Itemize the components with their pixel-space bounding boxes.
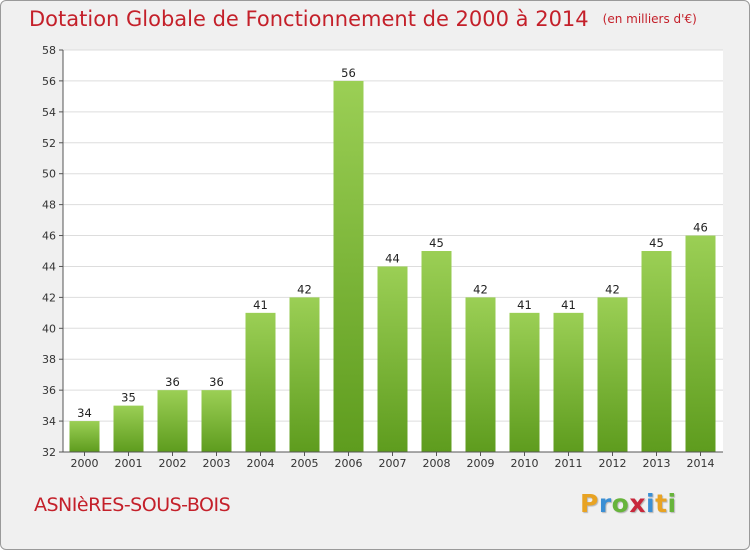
data-label-2004: 41 — [253, 298, 268, 312]
y-tick-label: 52 — [42, 137, 56, 150]
x-tick-label-2005: 2005 — [291, 457, 319, 470]
data-label-2007: 44 — [385, 251, 400, 265]
data-label-2010: 41 — [517, 298, 532, 312]
x-tick-label-2003: 2003 — [203, 457, 231, 470]
data-label-2009: 42 — [473, 282, 488, 296]
x-tick-label-2007: 2007 — [379, 457, 407, 470]
bar-2002 — [157, 390, 188, 452]
bar-2009 — [465, 297, 496, 452]
chart-title: Dotation Globale de Fonctionnement de 20… — [29, 7, 697, 31]
y-tick-label: 44 — [42, 260, 56, 273]
logo-letter: i — [646, 489, 656, 518]
commune-name: ASNIèRES-SOUS-BOIS — [34, 494, 231, 516]
bar-2001 — [113, 405, 144, 452]
x-tick-label-2006: 2006 — [335, 457, 363, 470]
data-label-2014: 46 — [693, 221, 708, 235]
y-tick-label: 36 — [42, 384, 56, 397]
x-tick-label-2001: 2001 — [115, 457, 143, 470]
y-tick-label: 32 — [42, 446, 56, 459]
chart-subtitle: (en milliers d'€) — [602, 12, 697, 26]
bar-2010 — [509, 312, 540, 452]
logo-letter: i — [667, 489, 677, 518]
x-tick-label-2002: 2002 — [159, 457, 187, 470]
x-tick-label-2011: 2011 — [555, 457, 583, 470]
data-label-2006: 56 — [341, 66, 356, 80]
data-label-2013: 45 — [649, 236, 664, 250]
bar-2003 — [201, 390, 232, 452]
y-tick-label: 46 — [42, 230, 56, 243]
chart-title-text: Dotation Globale de Fonctionnement de 20… — [29, 7, 589, 31]
data-label-2005: 42 — [297, 282, 312, 296]
x-tick-label-2012: 2012 — [599, 457, 627, 470]
data-label-2003: 36 — [209, 375, 224, 389]
bar-2013 — [641, 251, 672, 452]
bar-2008 — [421, 251, 452, 452]
y-tick-label: 38 — [42, 353, 56, 366]
y-tick-label: 42 — [42, 291, 56, 304]
logo-letter: r — [598, 489, 612, 518]
y-tick-label: 50 — [42, 168, 56, 181]
data-label-2002: 36 — [165, 375, 180, 389]
x-tick-label-2013: 2013 — [643, 457, 671, 470]
x-tick-label-2014: 2014 — [687, 457, 715, 470]
data-label-2008: 45 — [429, 236, 444, 250]
logo-letter: P — [580, 489, 599, 518]
data-label-2000: 34 — [77, 406, 92, 420]
bar-2012 — [597, 297, 628, 452]
y-tick-label: 56 — [42, 75, 56, 88]
y-tick-label: 40 — [42, 322, 56, 335]
x-tick-label-2004: 2004 — [247, 457, 275, 470]
x-tick-label-2009: 2009 — [467, 457, 495, 470]
y-tick-label: 48 — [42, 199, 56, 212]
y-tick-label: 34 — [42, 415, 56, 428]
x-tick-label-2010: 2010 — [511, 457, 539, 470]
logo-letter: t — [655, 489, 668, 518]
proxiti-logo: Proxiti — [580, 489, 677, 518]
y-tick-label: 58 — [42, 44, 56, 57]
data-label-2001: 35 — [121, 391, 136, 405]
bars — [69, 80, 716, 452]
bar-2014 — [685, 235, 716, 452]
data-label-2012: 42 — [605, 282, 620, 296]
bar-2006 — [333, 80, 364, 452]
logo-letter: x — [629, 489, 646, 518]
logo-letter: o — [611, 489, 630, 518]
data-labels: 34 35 36 36 41 42 56 44 45 42 41 41 42 45 46 — [77, 66, 708, 420]
bar-2007 — [377, 266, 408, 452]
bar-2011 — [553, 312, 584, 452]
bar-2005 — [289, 297, 320, 452]
x-tick-label-2008: 2008 — [423, 457, 451, 470]
y-tick-label: 54 — [42, 106, 56, 119]
bar-2004 — [245, 312, 276, 452]
data-label-2011: 41 — [561, 298, 576, 312]
bar-2000 — [69, 421, 100, 452]
x-axis-ticks: 2000 2001 2002 2003 2004 2005 2006 2007 2008 2009… — [71, 452, 715, 470]
x-tick-label-2000: 2000 — [71, 457, 99, 470]
y-axis-ticks: 32 34 36 38 40 42 44 46 48 50 52 54 56 58 — [42, 44, 63, 459]
